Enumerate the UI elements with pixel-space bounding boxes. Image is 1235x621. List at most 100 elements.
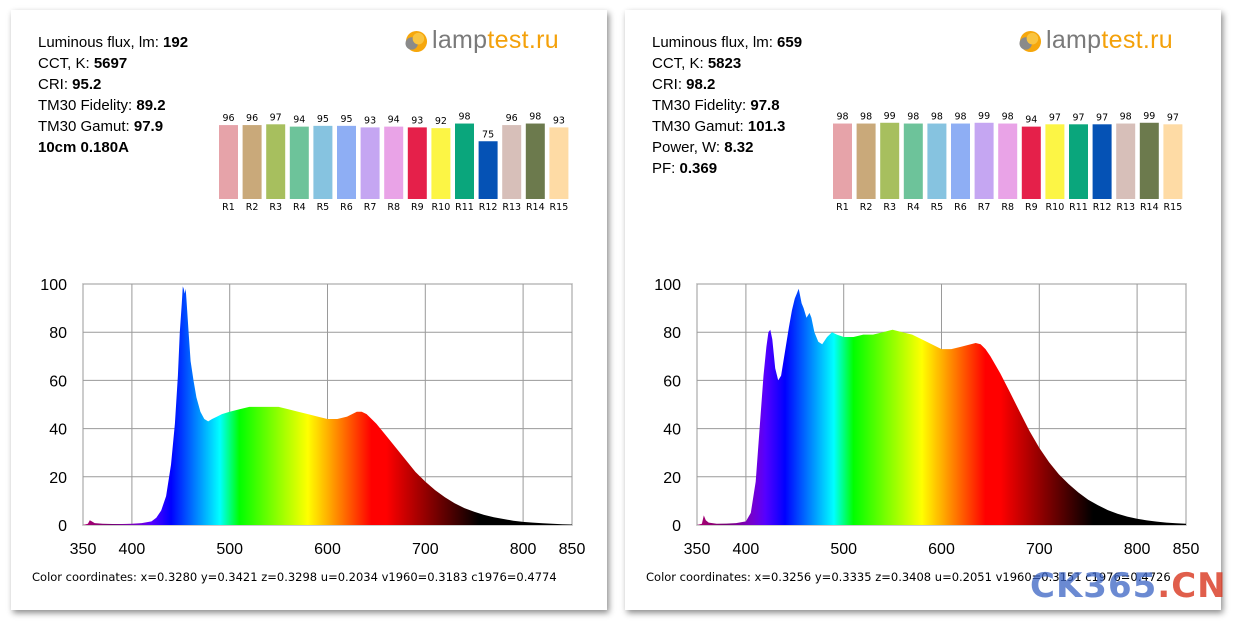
- cri-category-label: R11: [1069, 202, 1088, 213]
- cri-value-label: 75: [482, 129, 494, 140]
- x-tick-label: 850: [559, 541, 586, 558]
- cri-value-label: 98: [836, 112, 848, 123]
- cri-value-label: 92: [435, 116, 447, 127]
- cri-value-label: 96: [222, 113, 234, 124]
- cri-value-label: 93: [364, 115, 376, 126]
- x-tick-label: 350: [684, 541, 711, 558]
- spec-power-factor: PF: 0.369: [652, 160, 718, 177]
- cri-bar-R4: [289, 126, 309, 199]
- spec-power: Power, W: 8.32: [652, 139, 754, 156]
- y-tick-label: 20: [663, 470, 681, 487]
- cri-value-label: 98: [529, 112, 541, 123]
- spectrum-area: [83, 286, 572, 525]
- cri-bar-R14: [1139, 122, 1159, 199]
- cri-bar-R11: [1069, 124, 1088, 199]
- cri-category-label: R12: [479, 202, 498, 213]
- spec-measurement-note: 10cm 0.180A: [38, 139, 129, 156]
- x-tick-label: 500: [830, 541, 857, 558]
- y-tick-label: 40: [49, 422, 67, 439]
- x-tick-label: 700: [412, 541, 439, 558]
- cri-category-label: R14: [526, 202, 545, 213]
- spec-tm30-fidelity: TM30 Fidelity: 89.2: [38, 97, 166, 114]
- spec-cri: CRI: 98.2: [652, 76, 716, 93]
- cri-category-label: R9: [411, 202, 424, 213]
- cri-bar-R7: [974, 122, 994, 199]
- cri-value-label: 94: [1025, 115, 1037, 126]
- cri-category-label: R3: [883, 202, 896, 213]
- cri-bar-R13: [502, 125, 522, 199]
- spectrum-report-left: Luminous flux, lm: 192 CCT, K: 5697 CRI:…: [11, 10, 607, 610]
- color-coordinates: Color coordinates: x=0.3280 y=0.3421 z=0…: [32, 570, 557, 584]
- y-tick-label: 100: [40, 277, 67, 294]
- cri-value-label: 95: [317, 114, 329, 125]
- cri-category-label: R11: [455, 202, 474, 213]
- y-tick-label: 0: [58, 518, 67, 535]
- cri-category-label: R15: [550, 202, 569, 213]
- cri-category-label: R6: [954, 202, 967, 213]
- cri-value-label: 94: [388, 115, 400, 126]
- cri-value-label: 96: [246, 113, 258, 124]
- specs-list: Luminous flux, lm: 659 CCT, K: 5823 CRI:…: [652, 32, 802, 179]
- cri-value-label: 97: [1072, 112, 1084, 123]
- cri-category-label: R8: [1001, 202, 1014, 213]
- cri-category-label: R6: [340, 202, 353, 213]
- cri-bar-R1: [219, 125, 238, 199]
- spectrum-chart: 350 400 500 600 700 800 850 0 20 40 60 80 100: [40, 277, 586, 558]
- cri-category-label: R14: [1140, 202, 1159, 213]
- cri-bar-R2: [242, 125, 262, 199]
- cri-bar-R10: [1045, 124, 1065, 199]
- cri-bar-R15: [1163, 124, 1183, 199]
- spec-luminous-flux: Luminous flux, lm: 659: [652, 34, 803, 51]
- x-tick-label: 800: [1124, 541, 1151, 558]
- cri-category-label: R9: [1025, 202, 1038, 213]
- cri-bar-R8: [998, 123, 1018, 199]
- cri-bar-R1: [833, 123, 852, 199]
- cri-category-label: R13: [1116, 202, 1135, 213]
- cri-value-label: 93: [553, 115, 565, 126]
- x-tick-label: 700: [1026, 541, 1053, 558]
- x-tick-label: 850: [1173, 541, 1200, 558]
- spec-cct: CCT, K: 5823: [652, 55, 742, 72]
- cri-category-label: R3: [269, 202, 282, 213]
- cri-bar-R3: [880, 122, 900, 199]
- cri-bar-R12: [478, 141, 498, 199]
- cri-category-label: R5: [931, 202, 944, 213]
- cri-category-label: R1: [222, 202, 235, 213]
- y-tick-label: 40: [663, 422, 681, 439]
- logo-text: lamptest.ru: [432, 26, 559, 54]
- color-coordinates: Color coordinates: x=0.3256 y=0.3335 z=0…: [646, 570, 1171, 584]
- cri-value-label: 97: [1049, 112, 1061, 123]
- cri-category-label: R10: [432, 202, 451, 213]
- x-tick-label: 400: [733, 541, 760, 558]
- cri-category-label: R5: [317, 202, 330, 213]
- cri-bar-chart: 96 R1 96 R2 97 R3 94 R4 95 R5 95 R6 93 R7 94 R8 93 R9 92 R1…: [219, 112, 569, 213]
- cri-bar-chart: 98 R1 98 R2 99 R3 98 R4 98 R5 98 R6 99 R7 98 R8 94 R9 97 R1…: [833, 111, 1183, 213]
- cri-category-label: R8: [387, 202, 400, 213]
- cri-bar-R13: [1116, 123, 1136, 199]
- cri-category-label: R1: [836, 202, 849, 213]
- cri-bar-R10: [431, 128, 451, 199]
- x-tick-label: 600: [928, 541, 955, 558]
- cri-category-label: R4: [907, 202, 920, 213]
- cri-value-label: 97: [1096, 112, 1108, 123]
- cri-value-label: 99: [884, 111, 896, 122]
- cri-value-label: 98: [458, 112, 470, 123]
- bulb-icon: [405, 30, 428, 53]
- x-tick-label: 400: [119, 541, 146, 558]
- cri-category-label: R2: [246, 202, 259, 213]
- cri-value-label: 93: [411, 115, 423, 126]
- cri-value-label: 99: [1143, 111, 1155, 122]
- cri-category-label: R7: [364, 202, 377, 213]
- cri-bar-R7: [360, 127, 380, 199]
- cri-category-label: R10: [1046, 202, 1065, 213]
- cri-bar-R9: [407, 127, 427, 199]
- cri-bar-R14: [525, 123, 545, 199]
- bulb-icon: [1019, 30, 1042, 53]
- logo-text: lamptest.ru: [1046, 26, 1173, 54]
- cri-value-label: 96: [506, 113, 518, 124]
- cri-bar-R2: [856, 123, 876, 199]
- spectrum-report-right: Luminous flux, lm: 659 CCT, K: 5823 CRI:…: [625, 10, 1221, 610]
- spec-cri: CRI: 95.2: [38, 76, 102, 93]
- y-tick-label: 20: [49, 470, 67, 487]
- specs-list: Luminous flux, lm: 192 CCT, K: 5697 CRI:…: [38, 32, 188, 158]
